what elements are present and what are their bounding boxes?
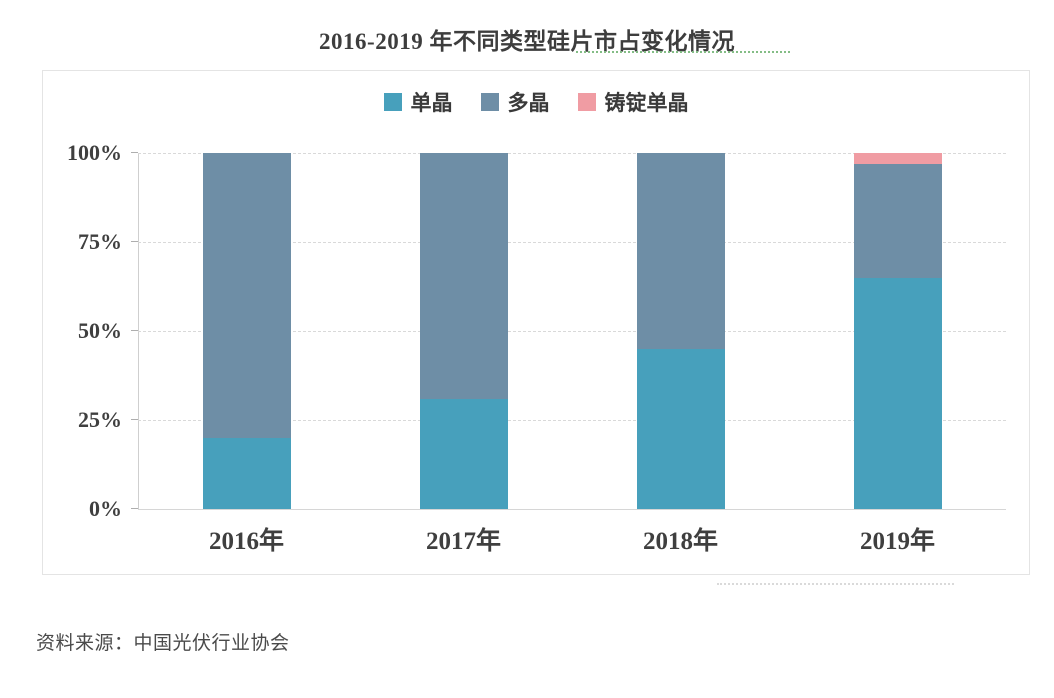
legend-swatch-mono <box>383 93 402 111</box>
x-tick-label-2019: 2019年 <box>859 528 935 555</box>
legend-label-poly: 多晶 <box>507 91 550 115</box>
legend-label-mono: 单晶 <box>410 91 453 115</box>
bar-group-2016: 2016年 <box>138 153 355 555</box>
x-tick-label-2018: 2018年 <box>642 528 718 555</box>
stacked-bar <box>853 153 942 509</box>
legend-label-cast-mono: 铸锭单晶 <box>604 91 689 115</box>
legend: 单晶 多晶 铸锭单晶 <box>43 87 1029 117</box>
y-axis-tick-75 <box>131 241 138 242</box>
bar-group-2019: 2019年 <box>789 153 1006 555</box>
gridline-75 <box>138 242 1006 243</box>
y-tick-label-75: 75% <box>78 229 122 254</box>
x-axis-line <box>138 509 1006 510</box>
bar-segment-mono <box>419 398 508 509</box>
bar-segment-poly <box>853 163 942 278</box>
stacked-bar <box>419 153 508 509</box>
x-tick-label-2017: 2017年 <box>425 528 501 555</box>
legend-item-poly: 多晶 <box>480 87 550 117</box>
bar-group-2017: 2017年 <box>355 153 572 555</box>
gridline-25 <box>138 420 1006 421</box>
y-tick-label-25: 25% <box>78 407 122 432</box>
bar-group-2018: 2018年 <box>572 153 789 555</box>
legend-swatch-cast-mono <box>577 93 596 111</box>
bar-segment-poly <box>636 153 725 349</box>
y-tick-label-50: 50% <box>78 318 122 343</box>
y-axis-tick-100 <box>131 152 138 153</box>
bar-segment-poly <box>419 153 508 399</box>
legend-swatch-poly <box>480 93 499 111</box>
bar-segment-mono <box>202 437 291 509</box>
bar-segment-cast-mono <box>853 153 942 164</box>
plot-area: 0% 25% 50% 75% 100% 2016年 2017年 2018年 2019年 <box>67 142 1006 555</box>
gridline-100 <box>138 153 1006 154</box>
spellcheck-squiggle-underline <box>576 48 790 53</box>
x-tick-label-2016: 2016年 <box>208 528 284 555</box>
chart-card: 单晶 多晶 铸锭单晶 0% 25% 50% 75% 100% 2016年 2017年 2018年 2… <box>42 70 1030 575</box>
y-tick-label-0: 0% <box>89 496 122 521</box>
stacked-bar <box>202 153 291 509</box>
stacked-bar <box>636 153 725 509</box>
y-tick-label-100: 100% <box>67 140 122 165</box>
chart-title: 2016-2019 年不同类型硅片市占变化情况 <box>319 29 735 54</box>
bar-segment-poly <box>202 153 291 438</box>
gridline-50 <box>138 331 1006 332</box>
source-text: 资料来源：中国光伏行业协会 <box>36 633 290 654</box>
faint-squiggle-artifact <box>717 580 954 585</box>
bar-segment-mono <box>636 348 725 509</box>
bar-segment-mono <box>853 277 942 509</box>
y-axis-tick-50 <box>131 330 138 331</box>
legend-item-mono: 单晶 <box>383 87 453 117</box>
y-axis-tick-25 <box>131 419 138 420</box>
y-axis-tick-0 <box>131 508 138 509</box>
legend-item-cast-mono: 铸锭单晶 <box>577 87 689 117</box>
